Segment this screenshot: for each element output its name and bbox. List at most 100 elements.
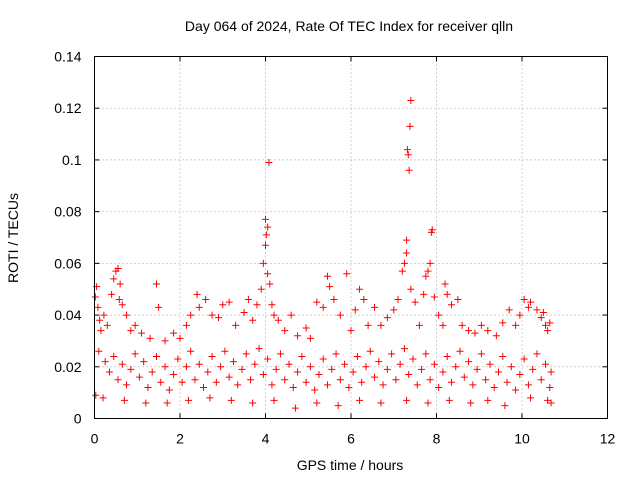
y-tick-label: 0.02 — [54, 359, 81, 375]
data-point — [507, 363, 515, 371]
data-point — [103, 321, 111, 329]
data-point — [249, 316, 257, 324]
data-point — [351, 306, 359, 314]
data-point — [458, 321, 466, 329]
data-point — [95, 347, 103, 355]
data-point — [404, 151, 412, 159]
data-point — [529, 365, 537, 373]
data-point — [482, 376, 490, 384]
data-point — [94, 303, 102, 311]
data-point — [187, 347, 195, 355]
data-point — [405, 166, 413, 174]
data-point — [100, 311, 108, 319]
data-point — [415, 321, 423, 329]
y-tick-label: 0.08 — [54, 204, 81, 220]
data-point — [537, 314, 545, 322]
data-point — [262, 231, 270, 239]
data-point — [347, 327, 355, 335]
data-point — [499, 319, 507, 327]
data-point — [152, 280, 160, 288]
data-point — [383, 365, 391, 373]
data-point — [430, 360, 438, 368]
data-point — [503, 378, 511, 386]
data-point — [289, 383, 297, 391]
data-point — [546, 383, 554, 391]
data-point — [315, 371, 323, 379]
data-point — [182, 363, 190, 371]
chart-title: Day 064 of 2024, Rate Of TEC Index for r… — [185, 18, 513, 34]
data-point — [219, 301, 227, 309]
data-point — [244, 296, 252, 304]
data-point — [311, 386, 319, 394]
data-point — [319, 355, 327, 363]
data-point — [118, 301, 126, 309]
data-point — [142, 399, 150, 407]
data-point — [343, 270, 351, 278]
data-point — [407, 285, 415, 293]
data-point — [238, 365, 246, 373]
data-point — [294, 332, 302, 340]
data-point — [377, 321, 385, 329]
data-point — [407, 96, 415, 104]
data-point — [118, 360, 126, 368]
data-point — [204, 368, 212, 376]
data-point — [484, 396, 492, 404]
data-point — [330, 296, 338, 304]
data-point — [225, 373, 233, 381]
data-point — [501, 402, 509, 410]
data-point — [486, 360, 494, 368]
data-point — [202, 296, 210, 304]
data-point — [366, 347, 374, 355]
data-point — [332, 350, 340, 358]
data-point — [97, 327, 105, 335]
data-point — [533, 306, 541, 314]
data-point — [447, 301, 455, 309]
data-point — [264, 223, 272, 231]
data-point — [477, 321, 485, 329]
data-point — [383, 314, 391, 322]
x-tick-label: 0 — [91, 431, 99, 447]
data-point — [287, 311, 295, 319]
data-point — [469, 381, 477, 389]
data-point — [490, 383, 498, 391]
data-point — [163, 399, 171, 407]
data-point — [542, 360, 550, 368]
data-point — [249, 399, 257, 407]
data-point — [516, 311, 524, 319]
data-point — [127, 365, 135, 373]
data-point — [294, 368, 302, 376]
data-point — [101, 358, 109, 366]
data-point — [499, 352, 507, 360]
data-point — [135, 373, 143, 381]
data-point — [208, 352, 216, 360]
data-point — [422, 350, 430, 358]
x-tick-labels: 0 2 4 6 8 10 12 — [91, 431, 616, 447]
data-point — [484, 327, 492, 335]
data-point — [302, 324, 310, 332]
data-point — [182, 321, 190, 329]
data-point — [242, 350, 250, 358]
data-point — [362, 363, 370, 371]
data-point — [155, 303, 163, 311]
data-point — [272, 365, 280, 373]
x-tick-label: 8 — [433, 431, 441, 447]
data-point — [364, 321, 372, 329]
data-point — [454, 296, 462, 304]
y-tick-label: 0.1 — [62, 152, 82, 168]
data-point — [298, 352, 306, 360]
data-point — [270, 396, 278, 404]
data-point — [187, 311, 195, 319]
data-point — [418, 365, 426, 373]
data-point — [516, 371, 524, 379]
data-point — [319, 303, 327, 311]
data-point — [146, 334, 154, 342]
data-point — [140, 358, 148, 366]
data-point — [430, 293, 438, 301]
x-tick-label: 4 — [262, 431, 270, 447]
data-point — [221, 347, 229, 355]
data-point — [105, 368, 113, 376]
data-point — [281, 327, 289, 335]
data-point — [259, 371, 267, 379]
data-point — [349, 368, 357, 376]
data-point — [264, 270, 272, 278]
